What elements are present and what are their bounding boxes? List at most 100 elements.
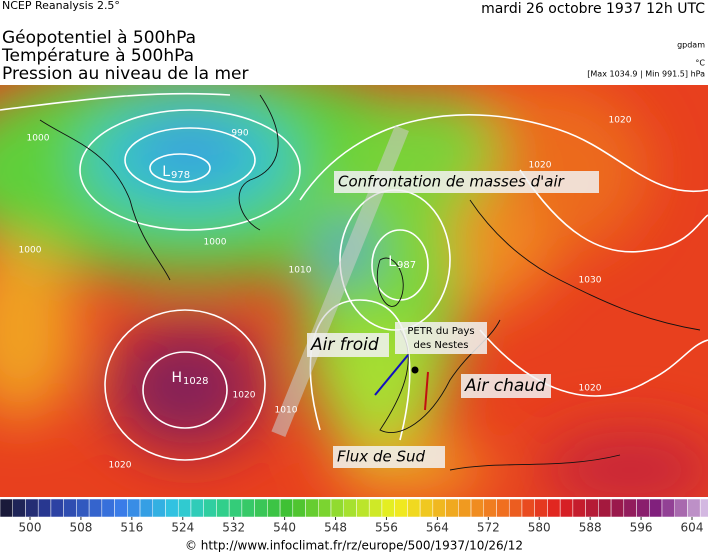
unit: °C xyxy=(695,59,705,68)
colorbar-cell xyxy=(127,498,141,518)
colorbar-cell xyxy=(139,498,154,518)
colorbar-cell xyxy=(661,498,675,518)
isobar-label: 1020 xyxy=(609,116,632,126)
colorbar-cell xyxy=(674,498,688,518)
colorbar-label: 524 xyxy=(171,521,194,535)
colorbar-label: 556 xyxy=(375,521,398,535)
colorbar-cell xyxy=(318,498,332,518)
isobar-label: 1000 xyxy=(27,134,50,144)
date: mardi 26 octobre 1937 12h UTC xyxy=(481,1,705,17)
colorbar-cell xyxy=(585,498,599,518)
colorbar-label: 532 xyxy=(222,521,245,535)
colorbar-cell xyxy=(623,498,637,518)
isobar-label: 1020 xyxy=(529,161,552,171)
colorbar-cell xyxy=(432,498,446,518)
colorbar-cell xyxy=(699,498,708,518)
annotation: Air froid xyxy=(310,335,379,355)
colorbar-cell xyxy=(152,498,166,518)
colorbar-cell xyxy=(279,498,294,518)
isobar-label: 1020 xyxy=(579,384,602,394)
label-box xyxy=(333,446,445,468)
annotations: Confrontation de masses d'air Air froid Ai… xyxy=(19,116,632,471)
isobar-label: 990 xyxy=(231,129,248,139)
colorbar-cell xyxy=(254,498,268,518)
isobar-label: 1020 xyxy=(233,391,256,401)
label-box xyxy=(307,333,389,357)
colorbar-cell xyxy=(572,498,586,518)
colorbar-cell xyxy=(419,498,434,518)
colorbar-cell xyxy=(50,498,64,518)
colorbar: 500 508 516 524 532 540 548 556 564 572 580 588 596 6… xyxy=(0,498,708,535)
colorbar-label: 500 xyxy=(19,521,42,535)
colorbar-cell xyxy=(687,498,701,518)
colorbar-cell xyxy=(547,498,561,518)
unit: gpdam xyxy=(677,41,705,50)
annotation: Air chaud xyxy=(464,376,546,396)
colorbar-cell xyxy=(368,498,383,518)
colorbar-cell xyxy=(458,498,472,518)
colorbar-label: 572 xyxy=(477,521,500,535)
annotation: PETR du Pays des Nestes xyxy=(407,326,474,351)
unit: [Max 1034.9 | Min 991.5] hPa xyxy=(587,70,705,79)
annotation: Confrontation de masses d'air xyxy=(338,173,565,191)
colorbar-cell xyxy=(114,498,128,518)
isobar-label: 1010 xyxy=(275,406,298,416)
colorbar-cell xyxy=(445,498,459,518)
isobar-label: 1020 xyxy=(109,461,132,471)
colorbar-cell xyxy=(649,498,663,518)
colorbar-cell xyxy=(598,498,612,518)
colorbar-cell xyxy=(25,498,39,518)
source: NCEP Reanalysis 2.5° xyxy=(2,0,120,12)
colorbar-label: 564 xyxy=(426,521,449,535)
colorbar-cell xyxy=(241,498,255,518)
isobar-label: 1010 xyxy=(289,266,312,276)
colorbar-cell xyxy=(483,498,497,518)
center-value: 987 xyxy=(397,260,416,271)
colorbar-cell xyxy=(534,498,548,518)
colorbar-cell xyxy=(636,498,650,518)
colorbar-cell xyxy=(165,498,179,518)
colorbar-cell xyxy=(292,498,306,518)
colorbar-cell xyxy=(267,498,281,518)
center-letter: L xyxy=(162,164,170,180)
colorbar-cell xyxy=(12,498,26,518)
colorbar-cell xyxy=(190,498,204,518)
title: Géopotentiel à 500hPa xyxy=(2,28,196,48)
colorbar-label: 540 xyxy=(273,521,296,535)
colorbar-cell xyxy=(521,498,535,518)
colorbar-cell xyxy=(101,498,115,518)
center-letter: H xyxy=(171,370,182,386)
colorbar-cell xyxy=(559,498,574,518)
annotation: Flux de Sud xyxy=(337,448,425,466)
colorbar-label: 596 xyxy=(630,521,653,535)
colorbar-cell xyxy=(216,498,230,518)
colorbar-cell xyxy=(228,498,243,518)
label-box xyxy=(461,374,551,398)
colorbar-cell xyxy=(203,498,217,518)
colorbar-cell xyxy=(381,498,395,518)
colorbar-label: 580 xyxy=(528,521,551,535)
title: Pression au niveau de la mer xyxy=(2,64,248,84)
isobar-label: 1030 xyxy=(579,276,602,286)
label-box xyxy=(395,322,487,354)
label-box xyxy=(334,171,599,193)
colorbar-cell xyxy=(394,498,408,518)
colorbar-cell xyxy=(0,498,13,518)
colorbar-label: 604 xyxy=(681,521,704,535)
center-value: 1028 xyxy=(183,376,208,387)
colorbar-cell xyxy=(508,498,523,518)
colorbar-label: 588 xyxy=(579,521,602,535)
colorbar-cell xyxy=(330,498,344,518)
colorbar-cell xyxy=(496,498,510,518)
center-value: 978 xyxy=(171,170,190,181)
colorbar-label: 516 xyxy=(120,521,143,535)
isobar-label: 1000 xyxy=(19,246,42,256)
colorbar-cell xyxy=(63,498,77,518)
colorbar-cell xyxy=(305,498,319,518)
colorbar-cell xyxy=(76,498,90,518)
colorbar-cell xyxy=(356,498,370,518)
colorbar-cell xyxy=(88,498,103,518)
colorbar-cell xyxy=(177,498,192,518)
colorbar-cell xyxy=(470,498,485,518)
